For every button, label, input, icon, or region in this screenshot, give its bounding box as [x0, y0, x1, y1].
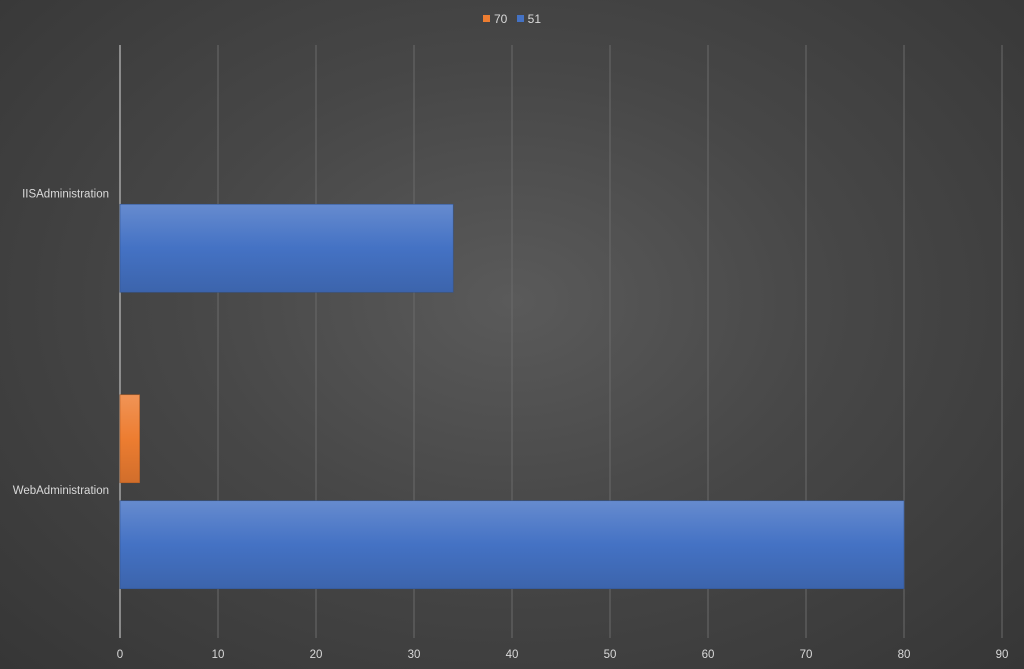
bar-51-0: [119, 203, 454, 293]
bar-70-1: [119, 394, 140, 484]
x-tick-label-0: 0: [117, 649, 123, 661]
x-tick-label-90: 90: [996, 649, 1009, 661]
x-tick-label-60: 60: [702, 649, 715, 661]
bar-51-1: [119, 500, 905, 590]
category-label-1: WebAdministration: [13, 485, 109, 497]
legend-label-series-1: 70: [493, 11, 508, 26]
x-tick-label-40: 40: [506, 649, 519, 661]
legend-swatch-series-2: [516, 15, 524, 22]
x-tick-label-10: 10: [212, 649, 225, 661]
x-tick-label-30: 30: [408, 649, 421, 661]
x-tick-label-50: 50: [604, 649, 617, 661]
legend-label-series-2: 51: [527, 11, 542, 26]
legend-item-series-2: 51: [516, 11, 542, 26]
x-tick-label-70: 70: [800, 649, 813, 661]
legend-swatch-series-1: [482, 15, 490, 22]
x-tick-label-80: 80: [898, 649, 911, 661]
x-tick-label-20: 20: [310, 649, 323, 661]
legend: 70 51: [0, 11, 1024, 26]
legend-item-series-1: 70: [482, 11, 508, 26]
category-label-0: IISAdministration: [22, 188, 109, 200]
